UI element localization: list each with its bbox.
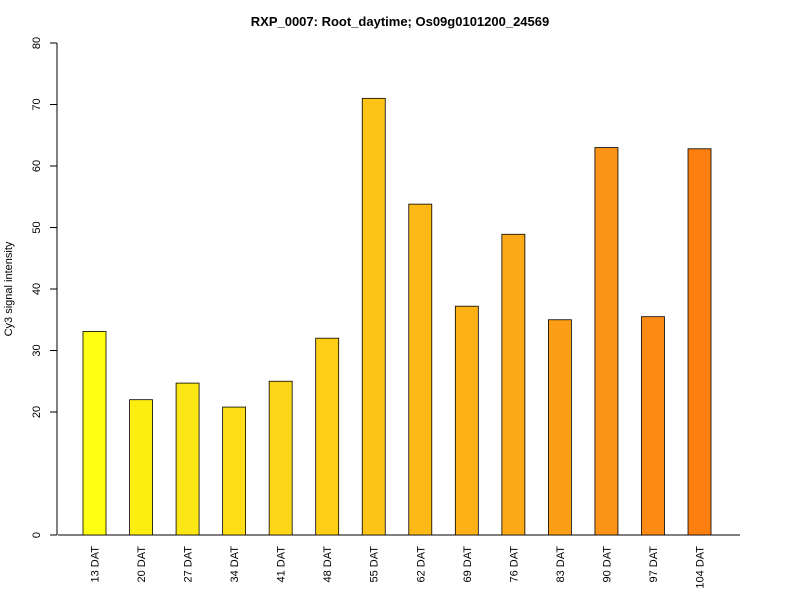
x-tick-label: 55 DAT <box>369 546 381 583</box>
x-tick-label: 83 DAT <box>555 546 567 583</box>
bar <box>594 147 619 536</box>
y-tick-label: 0 <box>31 532 43 538</box>
y-tick-label: 50 <box>31 221 43 233</box>
x-tick-label: 13 DAT <box>90 546 102 583</box>
y-axis: 0 20 30 40 50 60 70 80 <box>31 37 58 538</box>
bar <box>129 399 153 536</box>
bar <box>315 337 340 536</box>
x-tick-label: 76 DAT <box>508 546 520 583</box>
y-tick-label: 80 <box>31 37 43 49</box>
y-tick-label: 60 <box>31 160 43 172</box>
x-tick-label: 97 DAT <box>648 546 660 583</box>
x-tick-label: 62 DAT <box>415 546 427 583</box>
bars-group <box>82 97 712 536</box>
bar <box>268 380 293 536</box>
x-axis: 13 DAT 20 DAT 27 DAT 34 DAT 41 DAT 48 DAT 55 D… <box>58 534 740 589</box>
x-tick-label: 104 DAT <box>695 546 707 589</box>
bar <box>501 233 526 536</box>
x-tick-label: 34 DAT <box>229 546 241 583</box>
x-tick-label: 27 DAT <box>183 546 195 583</box>
bar <box>641 316 665 536</box>
y-tick-label: 40 <box>31 283 43 295</box>
x-tick-label: 48 DAT <box>322 546 334 583</box>
bar <box>408 203 433 536</box>
chart-title: RXP_0007: Root_daytime; Os09g0101200_245… <box>251 14 549 29</box>
y-axis-label: Cy3 signal intensity <box>3 241 15 336</box>
y-tick-label: 20 <box>31 406 43 418</box>
bar <box>687 148 712 536</box>
x-tick-label: 69 DAT <box>462 546 474 583</box>
bar <box>175 382 200 536</box>
bar <box>454 305 479 536</box>
bar <box>548 319 572 536</box>
bar <box>82 331 107 536</box>
y-tick-label: 70 <box>31 98 43 110</box>
bar <box>361 97 386 536</box>
y-tick-label: 30 <box>31 344 43 356</box>
x-tick-label: 90 DAT <box>601 546 613 583</box>
bar <box>222 406 247 536</box>
x-tick-label: 41 DAT <box>276 546 288 583</box>
x-tick-label: 20 DAT <box>136 546 148 583</box>
